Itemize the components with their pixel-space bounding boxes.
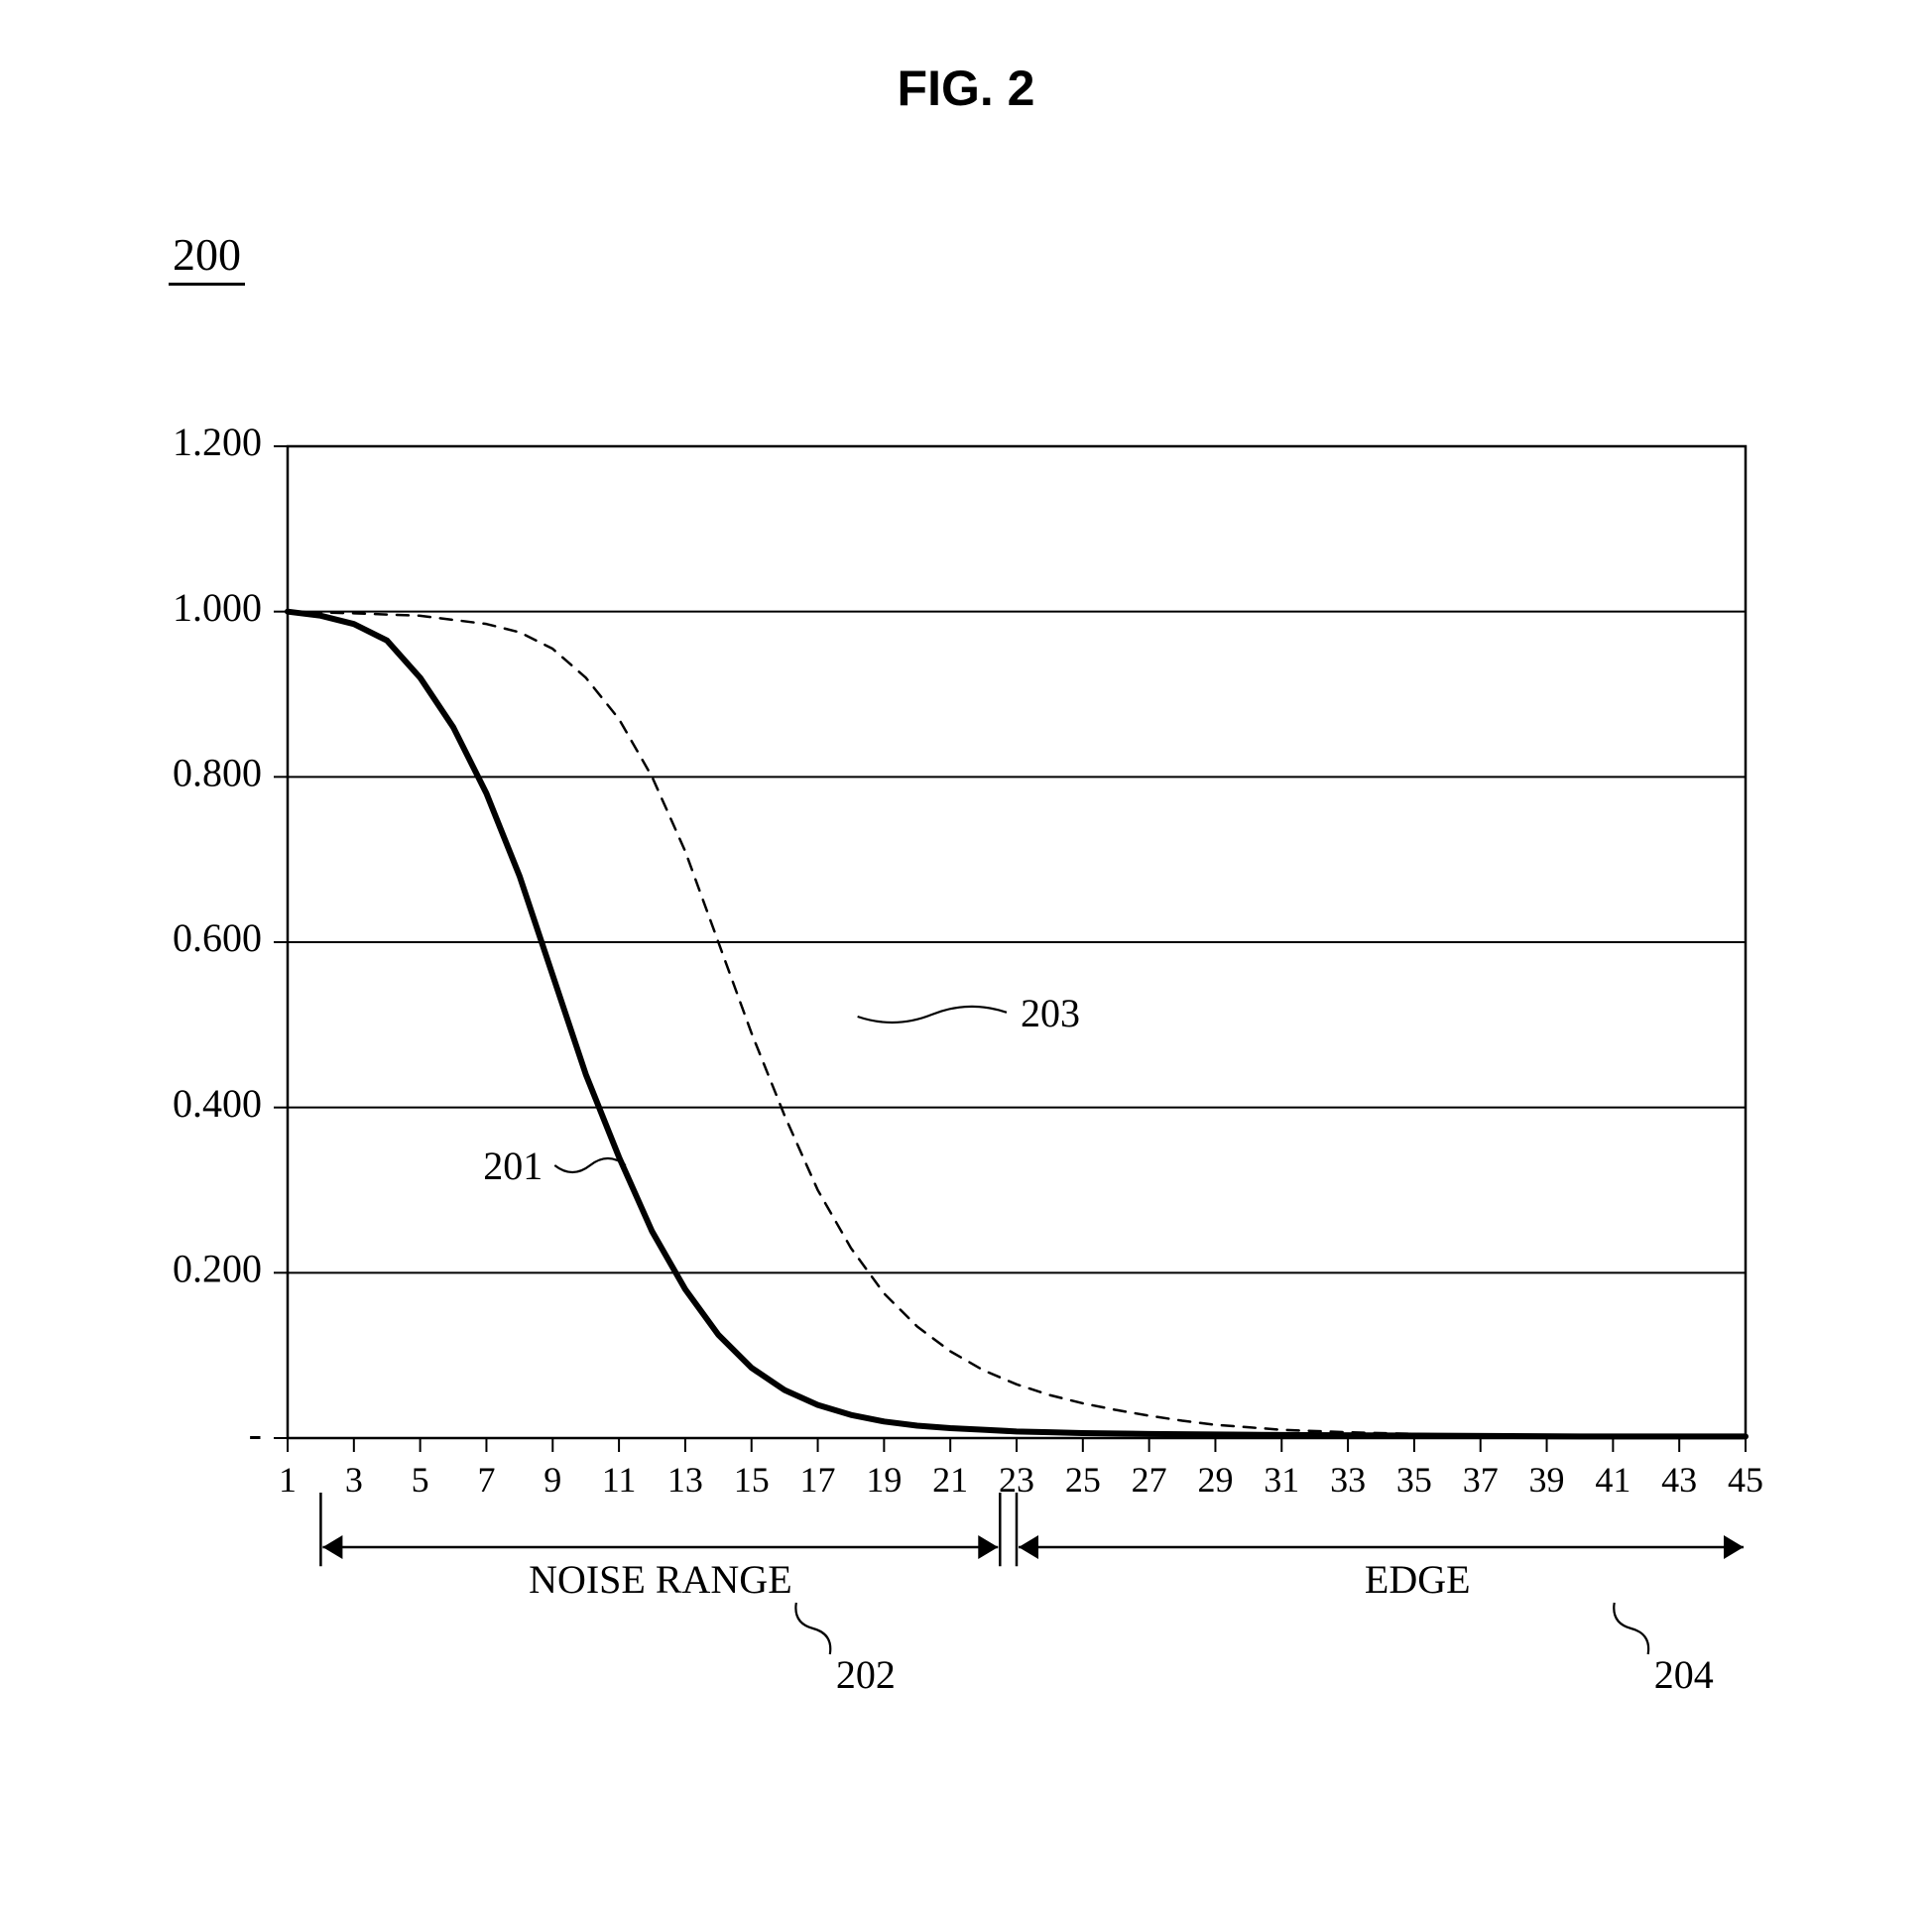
- x-tick-label: 39: [1529, 1460, 1565, 1500]
- noise-range-ref: 202: [836, 1652, 896, 1697]
- y-tick-label: 1.000: [173, 585, 262, 630]
- series-label-203: 203: [1021, 991, 1080, 1035]
- edge-range-ref: 204: [1654, 1652, 1714, 1697]
- x-tick-label: 45: [1728, 1460, 1763, 1500]
- y-tick-label: 0.600: [173, 915, 262, 960]
- x-tick-label: 27: [1132, 1460, 1167, 1500]
- x-tick-label: 5: [412, 1460, 429, 1500]
- x-tick-label: 25: [1065, 1460, 1101, 1500]
- edge-range-label: EDGE: [1365, 1557, 1471, 1602]
- noise-range-arrow-left: [322, 1535, 342, 1559]
- edge-range-ref-leader: [1614, 1603, 1648, 1654]
- series-label-201: 201: [483, 1144, 543, 1188]
- x-tick-label: 37: [1463, 1460, 1499, 1500]
- noise-range-ref-leader: [795, 1603, 830, 1654]
- y-tick-label: 0.400: [173, 1081, 262, 1126]
- figure-number-label: 200: [169, 228, 245, 286]
- x-tick-label: 43: [1661, 1460, 1697, 1500]
- x-tick-label: 7: [477, 1460, 495, 1500]
- x-tick-label: 29: [1197, 1460, 1233, 1500]
- x-tick-label: 3: [345, 1460, 363, 1500]
- chart-area: -0.2000.4000.6000.8001.0001.200135791113…: [159, 426, 1775, 1894]
- page-container: { "figure": { "title": "FIG. 2", "number…: [0, 0, 1932, 1928]
- y-tick-label: -: [249, 1411, 262, 1456]
- x-tick-label: 13: [667, 1460, 703, 1500]
- x-tick-label: 11: [602, 1460, 637, 1500]
- y-tick-label: 0.200: [173, 1247, 262, 1291]
- x-tick-label: 35: [1396, 1460, 1432, 1500]
- x-tick-label: 33: [1330, 1460, 1366, 1500]
- noise-range-arrow-right: [978, 1535, 998, 1559]
- x-tick-label: 17: [800, 1460, 836, 1500]
- figure-title: FIG. 2: [0, 60, 1932, 117]
- y-tick-label: 0.800: [173, 751, 262, 795]
- x-tick-label: 21: [932, 1460, 968, 1500]
- x-tick-label: 1: [279, 1460, 297, 1500]
- x-tick-label: 9: [543, 1460, 561, 1500]
- noise-range-label: NOISE RANGE: [529, 1557, 792, 1602]
- x-tick-label: 19: [866, 1460, 902, 1500]
- x-tick-label: 15: [734, 1460, 770, 1500]
- x-tick-label: 31: [1264, 1460, 1299, 1500]
- edge-range-arrow-left: [1019, 1535, 1038, 1559]
- y-tick-label: 1.200: [173, 426, 262, 464]
- x-tick-label: 41: [1595, 1460, 1630, 1500]
- edge-range-arrow-right: [1724, 1535, 1744, 1559]
